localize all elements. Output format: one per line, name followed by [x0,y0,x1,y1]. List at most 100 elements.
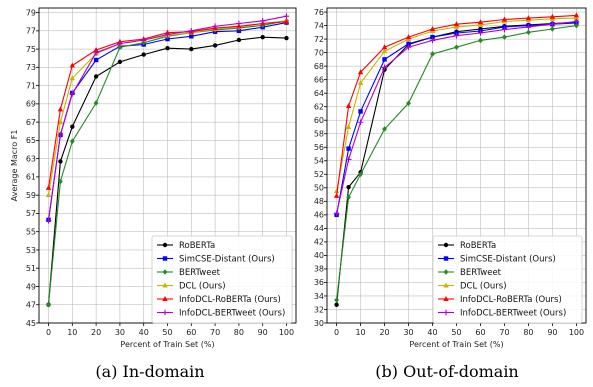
y-tick-label: 30 [314,319,324,328]
y-tick-label: 45 [26,319,36,328]
data-point [477,30,484,36]
series-line [336,20,577,214]
y-tick-label: 74 [314,21,324,30]
legend-label: DCL (Ours) [179,282,226,292]
series-line [47,36,287,305]
x-tick-label: 60 [475,328,485,337]
data-point [525,15,532,21]
x-tick-label: 70 [210,328,220,337]
x-tick-label: 10 [67,328,77,337]
data-point [164,31,171,38]
data-point [283,13,290,20]
legend-marker [443,242,449,248]
data-point [189,46,194,52]
y-tick-label: 55 [26,227,36,236]
legend-marker [162,242,168,248]
caption-in-domain: (a) In-domain [95,362,204,381]
legend-marker [162,269,168,275]
x-tick-label: 0 [46,328,51,337]
series-4 [333,12,580,198]
data-point [165,45,170,51]
data-point [140,37,147,43]
y-tick-label: 76 [314,8,324,17]
y-tick-label: 70 [314,48,324,57]
series-5 [45,13,290,224]
y-tick-label: 49 [26,282,36,291]
data-point [381,48,388,54]
data-point [549,13,556,19]
data-point [549,21,556,28]
legend-marker [162,296,168,301]
x-tick-label: 40 [139,328,149,337]
data-point [260,35,265,40]
data-point [453,21,460,27]
series-line [336,14,577,196]
x-tick-label: 20 [91,328,101,337]
data-point [57,119,64,125]
legend-marker [443,282,449,288]
x-tick-label: 70 [499,328,509,337]
data-point [430,34,435,40]
y-tick-label: 61 [26,173,36,182]
data-point [69,138,75,145]
y-tick-label: 53 [26,246,36,255]
legend-marker [443,296,449,301]
legend-marker [162,282,168,288]
legend-label: DCL (Ours) [460,282,507,292]
x-tick-label: 40 [427,328,437,337]
series-5 [333,18,580,217]
legend-box [432,235,583,324]
data-point [357,119,364,126]
y-tick-label: 67 [26,118,36,127]
y-tick-label: 46 [314,211,324,220]
data-point [405,34,412,40]
legend-box [151,235,293,324]
series-line [336,22,577,215]
y-tick-label: 75 [26,45,36,54]
data-point [69,75,76,81]
series-2 [334,22,579,303]
chart-in-domain: 45 47 49 51 53 55 57 59 61 63 65 67 69 71 73 75 77 79 0 10 2… [10,7,297,349]
data-point [93,74,99,79]
data-point [141,52,146,57]
data-point [58,159,63,164]
data-point [453,32,460,39]
data-point [501,16,508,22]
y-axis-label: Average Macro F1 [10,130,19,202]
data-point [333,188,340,194]
data-point [69,91,76,97]
data-point [406,100,411,107]
y-tick-label: 64 [314,89,324,98]
y-tick-label: 71 [26,81,36,90]
data-point [46,301,51,308]
legend-label: InfoDCL-RoBERTa (Ours) [179,295,281,305]
data-point [550,26,555,32]
data-point [346,194,351,201]
x-tick-label: 50 [162,328,172,337]
data-point [381,64,388,71]
x-tick-label: 90 [547,328,557,337]
data-point [477,21,484,27]
data-point [382,57,387,62]
data-point [236,37,242,43]
y-tick-label: 48 [314,197,324,206]
data-point [429,25,436,31]
caption-out-of-domain: (b) Out-of-domain [375,362,518,381]
data-point [358,171,363,178]
data-point [236,20,242,27]
data-point [345,103,352,109]
legend-marker [162,309,168,316]
series-line [336,25,577,301]
legend-label: InfoDCL-BERTweet (Ours) [460,309,566,319]
data-point [573,12,580,18]
chart-out-of-domain: 30 32 34 36 38 40 42 44 46 48 50 52 54 56 58 60 62 64 66 68… [314,7,587,349]
y-tick-label: 44 [314,224,324,233]
data-point [357,69,364,75]
data-point [430,51,435,57]
y-tick-label: 69 [26,100,36,109]
legend: RoBERTa SimCSE-Distant (Ours) BERTweet DCL … [432,235,583,324]
data-point [333,210,340,217]
y-tick-label: 38 [314,265,324,274]
legend-label: SimCSE-Distant (Ours) [179,255,275,265]
y-tick-label: 47 [26,301,36,310]
